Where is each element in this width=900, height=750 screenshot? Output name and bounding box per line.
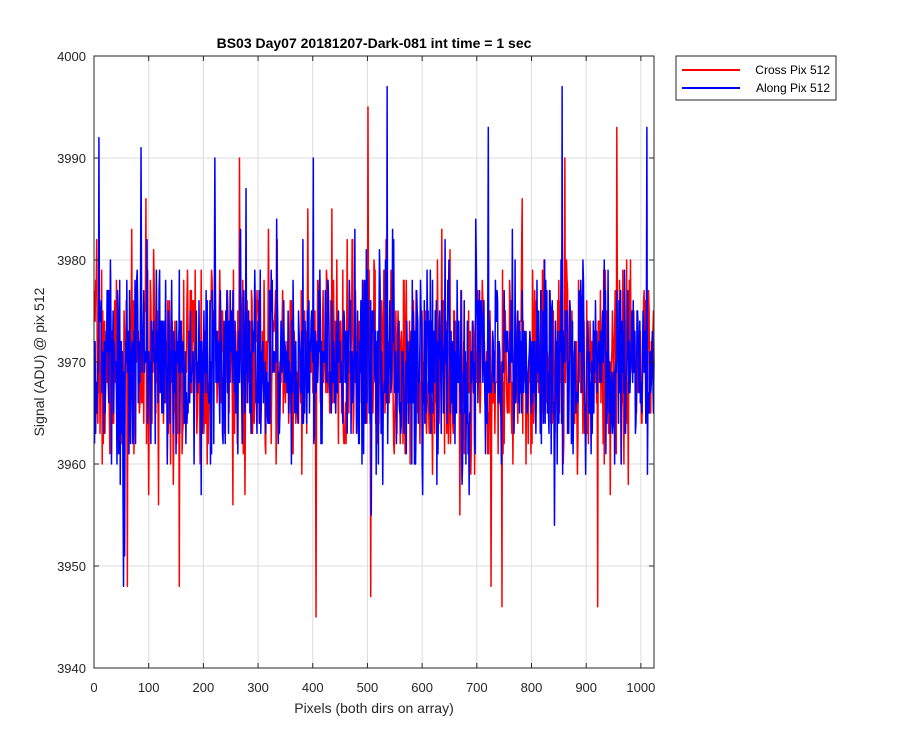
y-axis-label: Signal (ADU) @ pix 512 [31, 287, 47, 436]
x-tick-label: 200 [193, 680, 215, 695]
x-tick-label: 1000 [626, 680, 655, 695]
x-tick-label: 100 [138, 680, 160, 695]
y-tick-label: 3970 [57, 355, 86, 370]
x-tick-label: 500 [357, 680, 379, 695]
x-tick-label: 800 [521, 680, 543, 695]
ticks: 0 100 200 300 400 500 600 700 800 900 1000 3940 3950… [57, 49, 655, 695]
x-tick-label: 600 [411, 680, 433, 695]
series-line-along-pix-512 [93, 85, 655, 588]
x-tick-label: 400 [302, 680, 324, 695]
y-tick-label: 3980 [57, 253, 86, 268]
y-tick-label: 4000 [57, 49, 86, 64]
x-tick-label: 700 [466, 680, 488, 695]
y-tick-label: 3940 [57, 661, 86, 676]
legend: Cross Pix 512 Along Pix 512 [675, 55, 837, 101]
legend-label-cross: Cross Pix 512 [755, 63, 830, 77]
x-axis-label: Pixels (both dirs on array) [294, 700, 454, 716]
x-tick-label: 900 [575, 680, 597, 695]
y-tick-label: 3960 [57, 457, 86, 472]
series-layer [93, 85, 655, 618]
legend-box [675, 55, 837, 101]
x-tick-label: 0 [90, 680, 97, 695]
y-tick-label: 3990 [57, 151, 86, 166]
chart-title: BS03 Day07 20181207-Dark-081 int time = … [217, 35, 532, 51]
legend-label-along: Along Pix 512 [756, 81, 830, 95]
y-tick-label: 3950 [57, 559, 86, 574]
x-tick-label: 300 [247, 680, 269, 695]
